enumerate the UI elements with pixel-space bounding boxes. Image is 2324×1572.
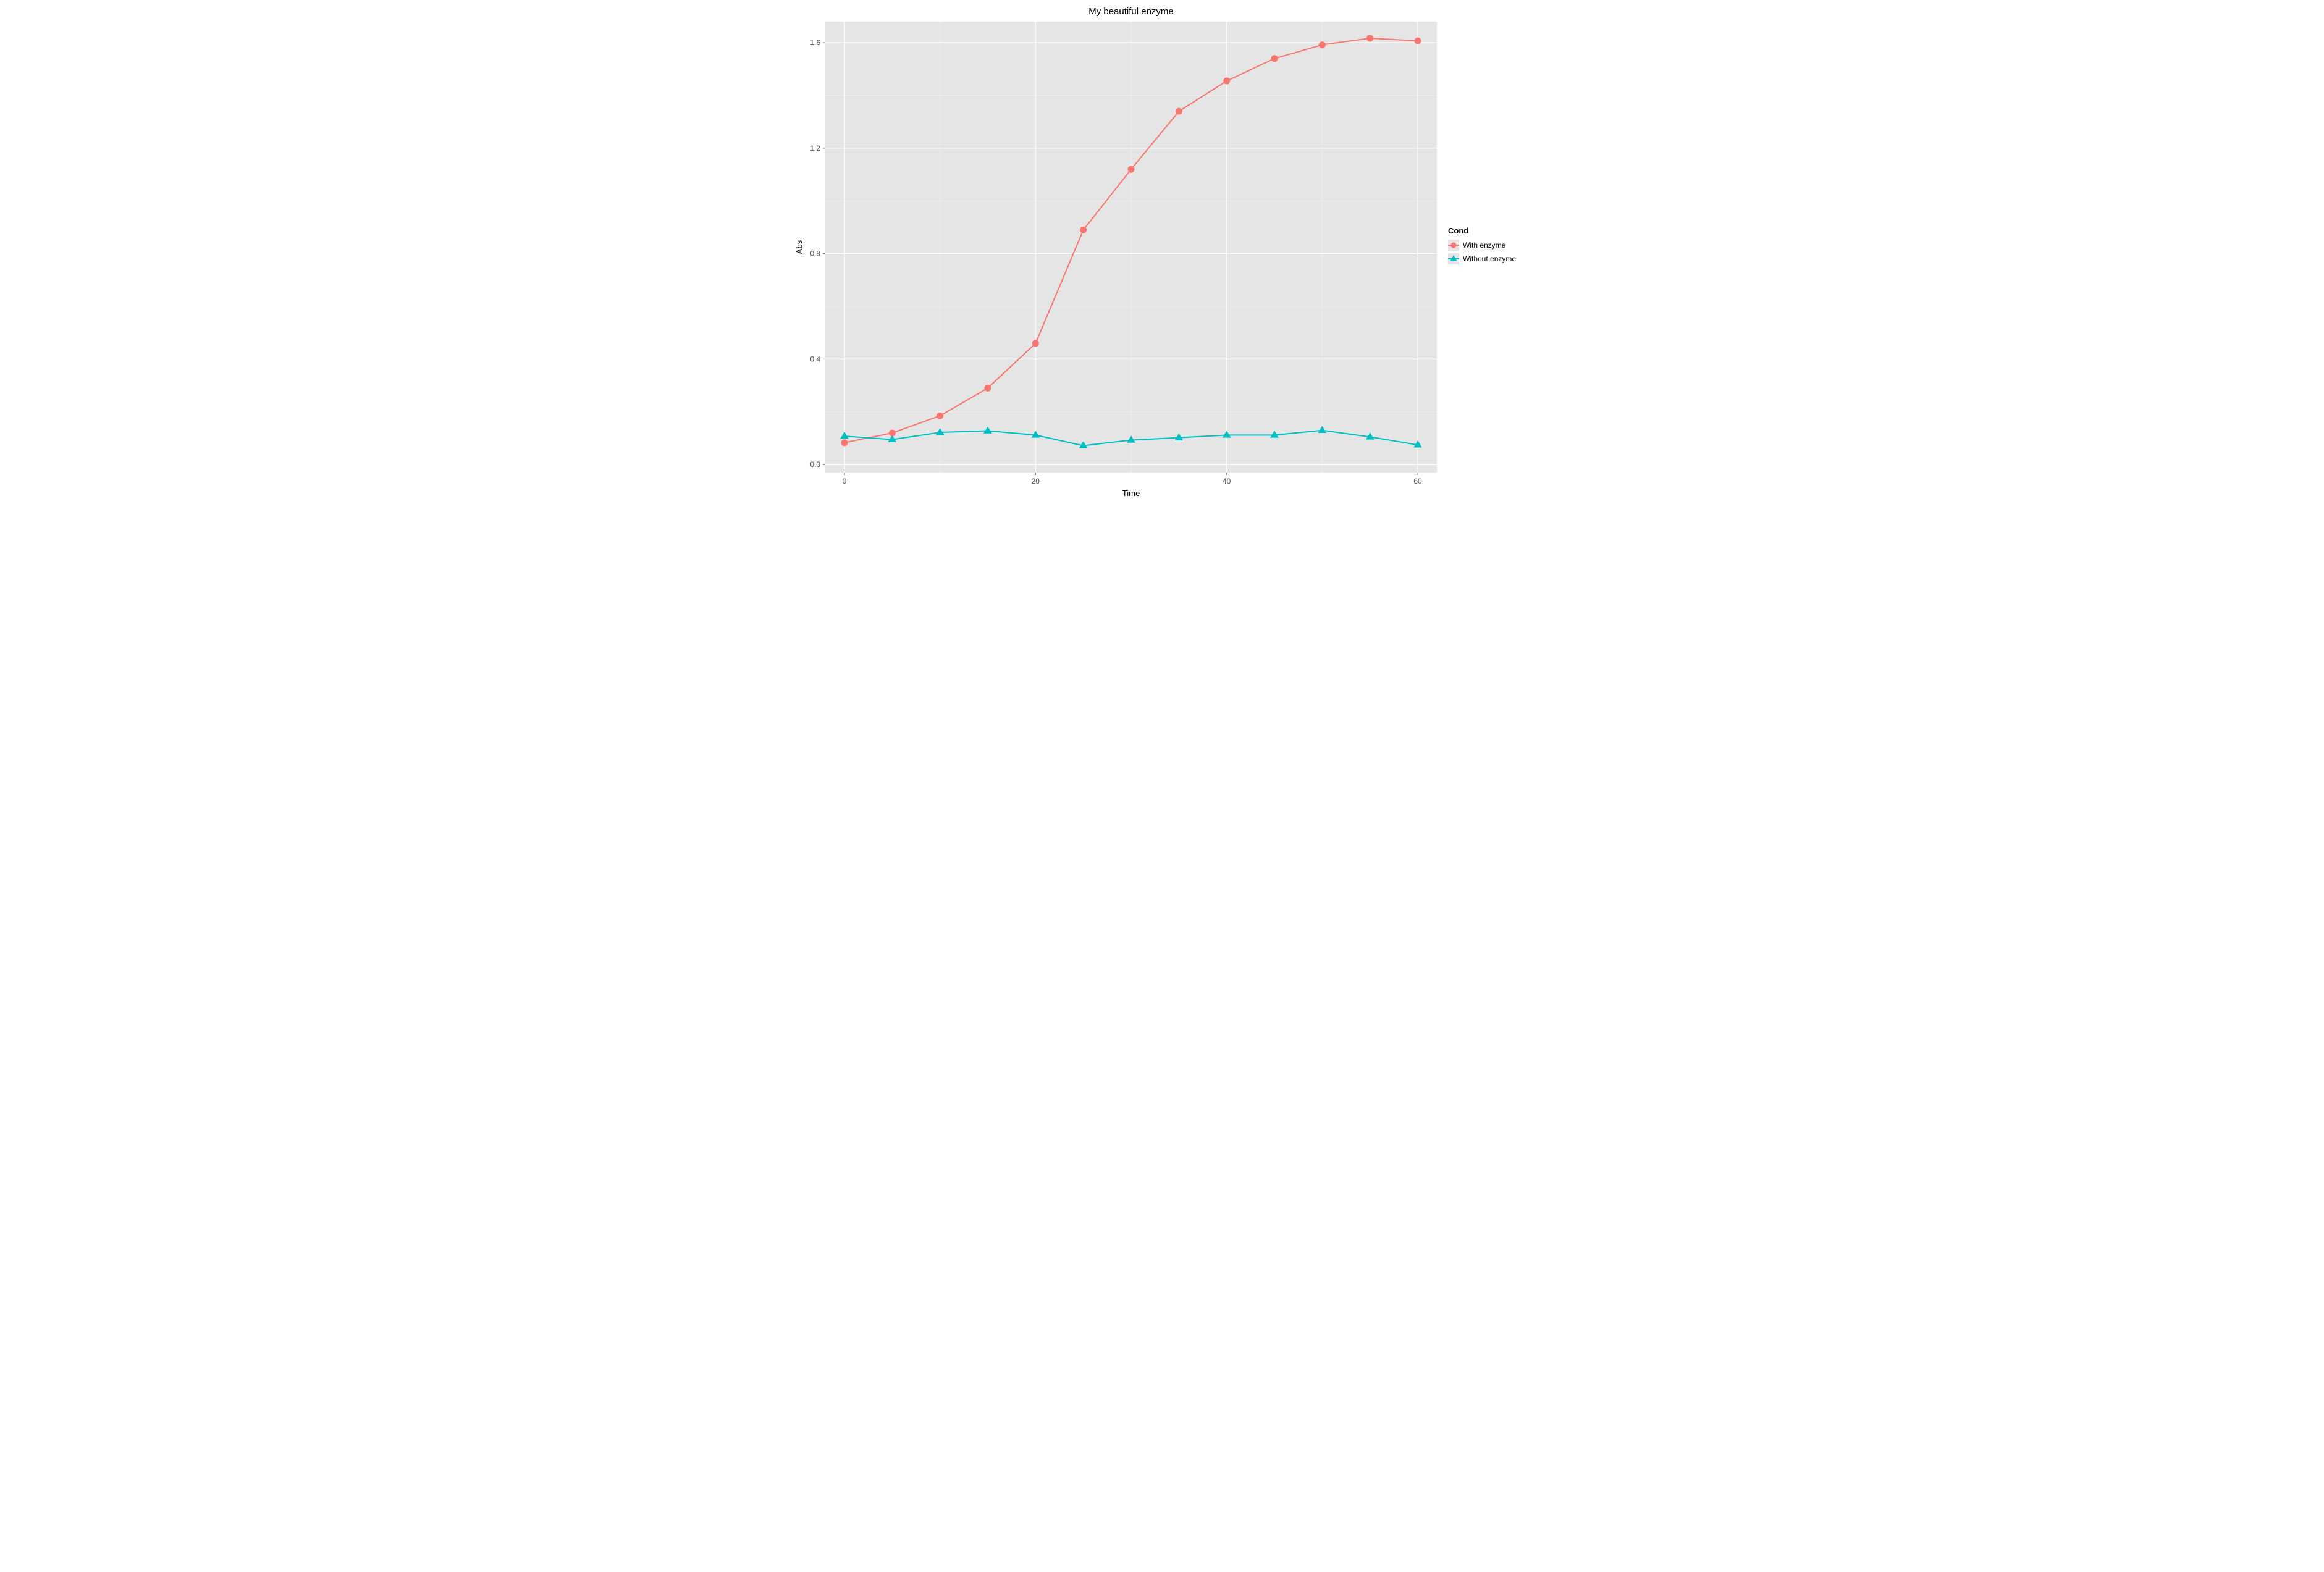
legend-item-label: Without enzyme xyxy=(1463,254,1516,263)
legend-marker xyxy=(1451,243,1457,248)
series-marker xyxy=(1176,108,1182,115)
x-tick-label: 20 xyxy=(1032,477,1040,485)
series-marker xyxy=(984,385,991,392)
series-marker xyxy=(1223,78,1230,85)
series-marker xyxy=(1415,38,1421,44)
x-tick-label: 0 xyxy=(843,477,847,485)
chart-container: 0 20 40 60 0.0 0.4 0.8 1.2 1.6 Time Abs My beautifu… xyxy=(791,0,1533,502)
series-marker xyxy=(1080,227,1087,233)
y-tick-label: 0.0 xyxy=(810,460,820,469)
x-tick-label: 60 xyxy=(1413,477,1422,485)
x-axis-label: Time xyxy=(1122,489,1140,498)
y-tick-label: 0.4 xyxy=(810,355,820,363)
series-marker xyxy=(1366,35,1373,41)
chart-title: My beautiful enzyme xyxy=(1088,6,1174,17)
legend-item-label: With enzyme xyxy=(1463,241,1506,250)
x-tick-label: 40 xyxy=(1223,477,1231,485)
series-marker xyxy=(1128,166,1135,173)
y-tick-label: 0.8 xyxy=(810,250,820,258)
series-marker xyxy=(1032,340,1039,347)
y-tick-label: 1.6 xyxy=(810,38,820,47)
series-marker xyxy=(1271,55,1278,62)
y-axis-label: Abs xyxy=(794,240,804,254)
series-marker xyxy=(1319,41,1326,48)
legend-title: Cond xyxy=(1448,226,1468,235)
y-tick-label: 1.2 xyxy=(810,144,820,153)
line-chart: 0 20 40 60 0.0 0.4 0.8 1.2 1.6 Time Abs My beautifu… xyxy=(791,0,1533,502)
series-marker xyxy=(937,413,943,419)
series-marker xyxy=(841,439,848,446)
